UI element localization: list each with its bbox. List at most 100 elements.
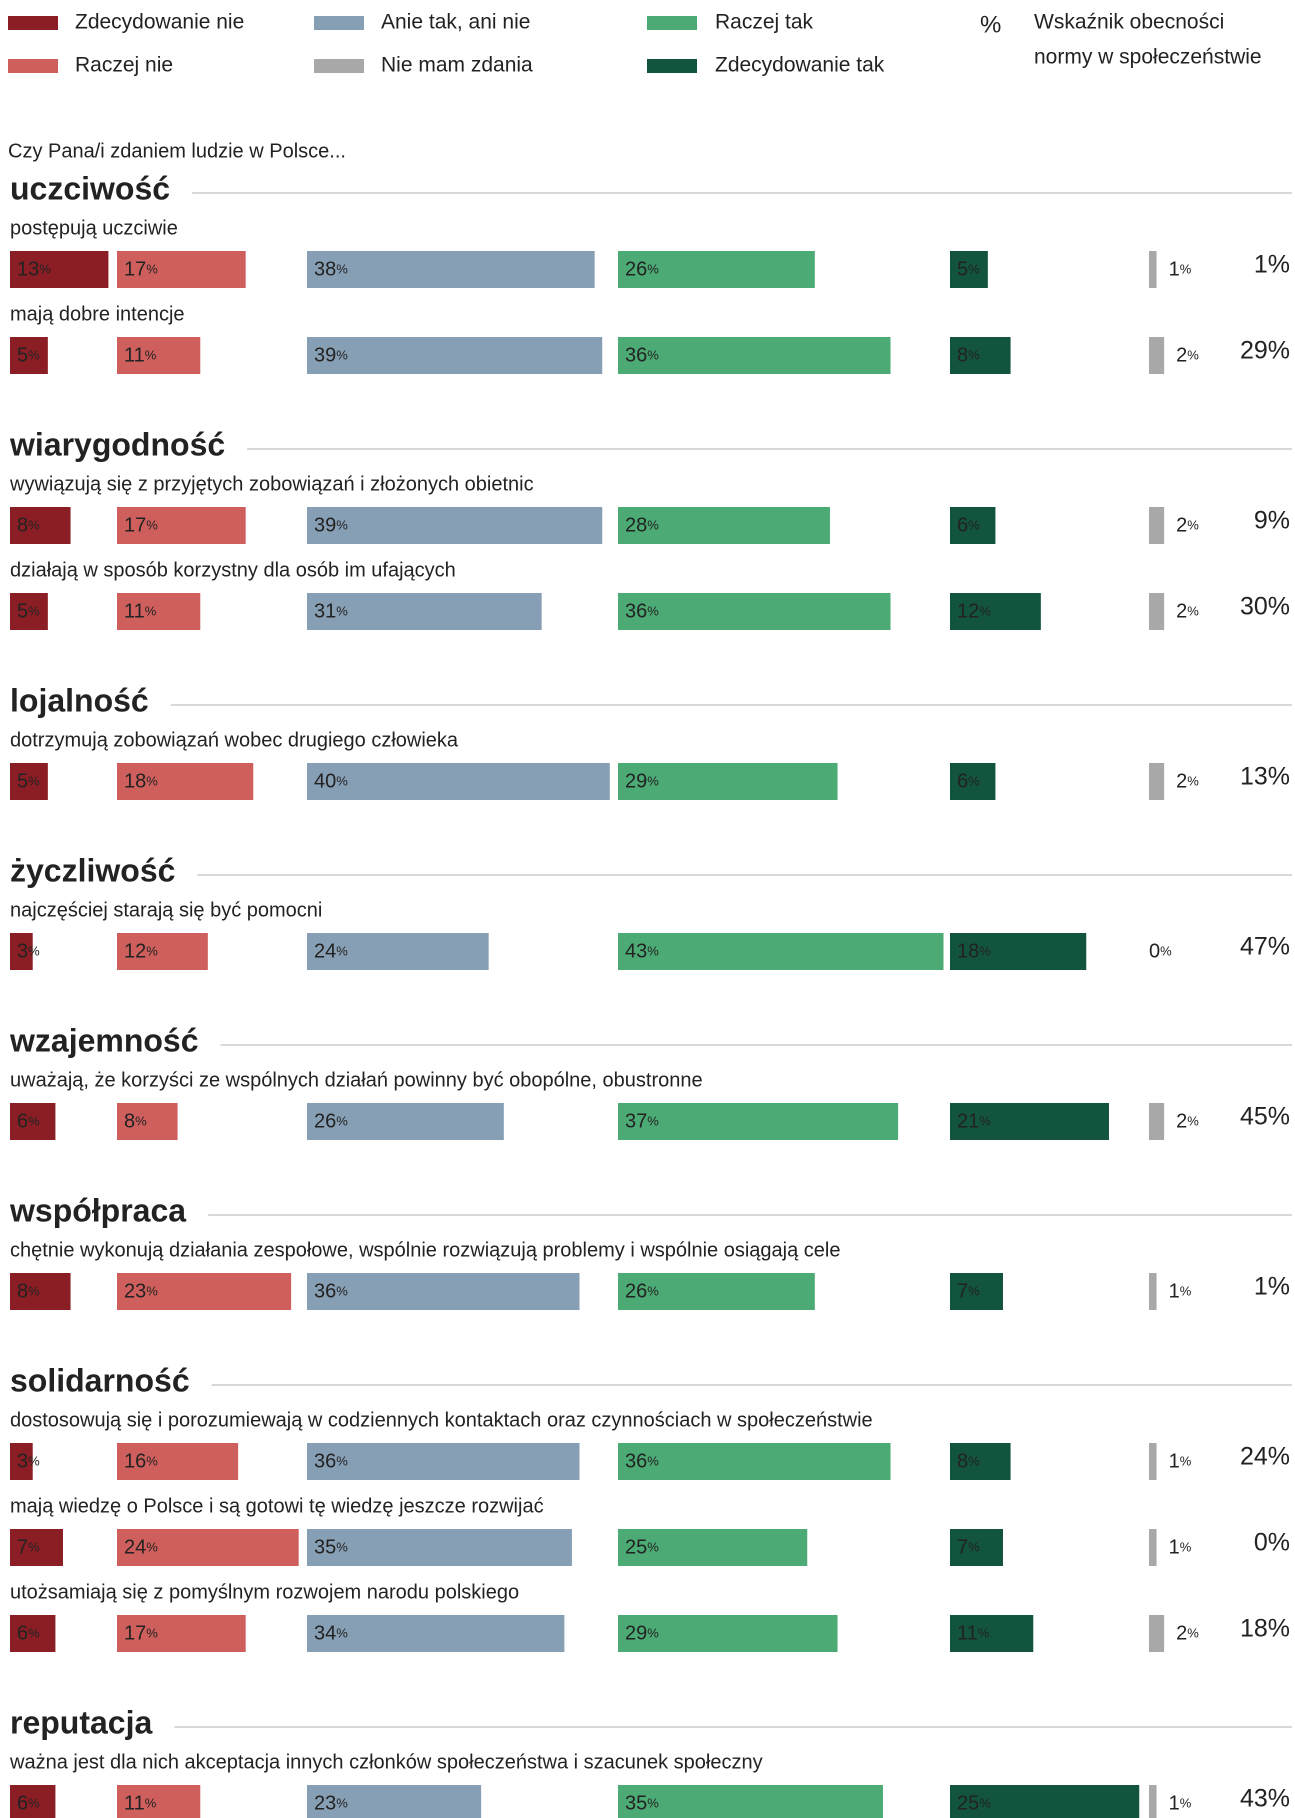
bar — [117, 593, 201, 630]
row-label: uważają, że korzyści ze wspólnych działa… — [10, 1069, 703, 1091]
bar-value-label: 35% — [625, 1793, 659, 1815]
bar-value-label: 17% — [124, 515, 158, 537]
row-label: ważna jest dla nich akceptacja innych cz… — [9, 1751, 763, 1773]
bar-value-label: 6% — [17, 1623, 40, 1645]
bar-value-label: 38% — [314, 259, 348, 281]
bar — [618, 1273, 815, 1310]
bar-value-label: 23% — [314, 1793, 348, 1815]
index-value: 43% — [1240, 1784, 1290, 1812]
legend-label: Raczej tak — [715, 11, 814, 34]
row-label: działają w sposób korzystny dla osób im … — [10, 559, 456, 581]
index-value: 45% — [1240, 1102, 1290, 1130]
bar — [307, 593, 542, 630]
bar-value-label: 43% — [625, 941, 659, 963]
bar — [950, 763, 996, 800]
bar — [1149, 593, 1165, 630]
row-label: utożsamiają się z pomyślnym rozwojem nar… — [10, 1581, 519, 1603]
bar-value-label: 25% — [625, 1537, 659, 1559]
group-title: wzajemność — [9, 1022, 199, 1058]
bar — [950, 1615, 1034, 1652]
bar-value-label: 8% — [957, 1451, 980, 1473]
bar — [10, 1273, 71, 1310]
bar — [1149, 337, 1165, 374]
row-label: postępują uczciwie — [10, 217, 178, 239]
row-label: mają dobre intencje — [10, 303, 185, 325]
bar — [307, 337, 603, 374]
bar-value-label: 8% — [124, 1111, 147, 1133]
bar — [950, 593, 1041, 630]
bar-value-label: 7% — [17, 1537, 40, 1559]
index-value: 18% — [1240, 1614, 1290, 1642]
bar-value-label: 1% — [1169, 1451, 1192, 1473]
bar — [10, 1529, 63, 1566]
bar — [10, 1103, 56, 1140]
bar-value-label: 34% — [314, 1623, 348, 1645]
bar — [307, 1443, 580, 1480]
bar — [1149, 251, 1157, 288]
bar — [950, 1529, 1003, 1566]
bar — [618, 337, 891, 374]
bar-value-label: 1% — [1169, 1537, 1192, 1559]
bar-value-label: 26% — [625, 1281, 659, 1303]
bar-value-label: 5% — [17, 601, 40, 623]
bar-value-label: 17% — [124, 1623, 158, 1645]
legend-label: Zdecydowanie tak — [715, 54, 885, 77]
bar — [950, 1785, 1140, 1818]
index-value: 9% — [1254, 506, 1290, 534]
bar — [1149, 1615, 1165, 1652]
bar-value-label: 1% — [1169, 1281, 1192, 1303]
bar — [950, 251, 988, 288]
bar-value-label: 40% — [314, 771, 348, 793]
bar-value-label: 2% — [1176, 771, 1199, 793]
bar-value-label: 6% — [17, 1793, 40, 1815]
legend-label: Zdecydowanie nie — [75, 11, 244, 34]
index-value: 0% — [1254, 1528, 1290, 1556]
question: Czy Pana/i zdaniem ludzie w Polsce... — [8, 140, 346, 162]
group-title: solidarność — [10, 1362, 190, 1398]
bar — [618, 1615, 838, 1652]
bar — [950, 933, 1087, 970]
bar-value-label: 1% — [1169, 259, 1192, 281]
legend-swatch — [314, 16, 364, 30]
bar — [1149, 1273, 1157, 1310]
group-title: uczciwość — [10, 170, 170, 206]
bar-value-label: 39% — [314, 515, 348, 537]
bar — [950, 1103, 1109, 1140]
bar — [307, 1615, 565, 1652]
bar-value-label: 16% — [124, 1451, 158, 1473]
bar — [307, 1273, 580, 1310]
group-title: reputacja — [10, 1704, 152, 1740]
bar — [307, 507, 603, 544]
bar — [618, 1785, 883, 1818]
bar-value-label: 5% — [17, 771, 40, 793]
row-label: dostosowują się i porozumiewają w codzie… — [10, 1409, 873, 1431]
index-value: 29% — [1240, 336, 1290, 364]
bar — [618, 1529, 808, 1566]
bar-value-label: 0% — [1149, 941, 1172, 963]
bar — [10, 1615, 56, 1652]
bar-value-label: 3% — [17, 1451, 40, 1473]
bar-value-label: 8% — [957, 345, 980, 367]
bar-value-label: 2% — [1176, 1111, 1199, 1133]
bar-value-label: 5% — [17, 345, 40, 367]
bar-value-label: 24% — [314, 941, 348, 963]
bar — [117, 1529, 299, 1566]
index-value: 47% — [1240, 932, 1290, 960]
bar — [618, 933, 944, 970]
bar-value-label: 11% — [124, 1793, 157, 1815]
index-value: 24% — [1240, 1442, 1290, 1470]
bar-value-label: 29% — [625, 1623, 659, 1645]
row-label: najczęściej starają się być pomocni — [10, 899, 322, 921]
bar — [618, 593, 891, 630]
bar — [10, 507, 71, 544]
index-value: 13% — [1240, 762, 1290, 790]
bar-value-label: 31% — [314, 601, 348, 623]
bar — [1149, 1103, 1165, 1140]
legend-label: Wskaźnik obecności — [1034, 11, 1224, 34]
bar-value-label: 11% — [124, 345, 157, 367]
legend-swatch — [8, 16, 58, 30]
bar-value-label: 2% — [1176, 515, 1199, 537]
bar-value-label: 11% — [957, 1623, 990, 1645]
bar — [1149, 1785, 1157, 1818]
bar — [10, 1785, 56, 1818]
